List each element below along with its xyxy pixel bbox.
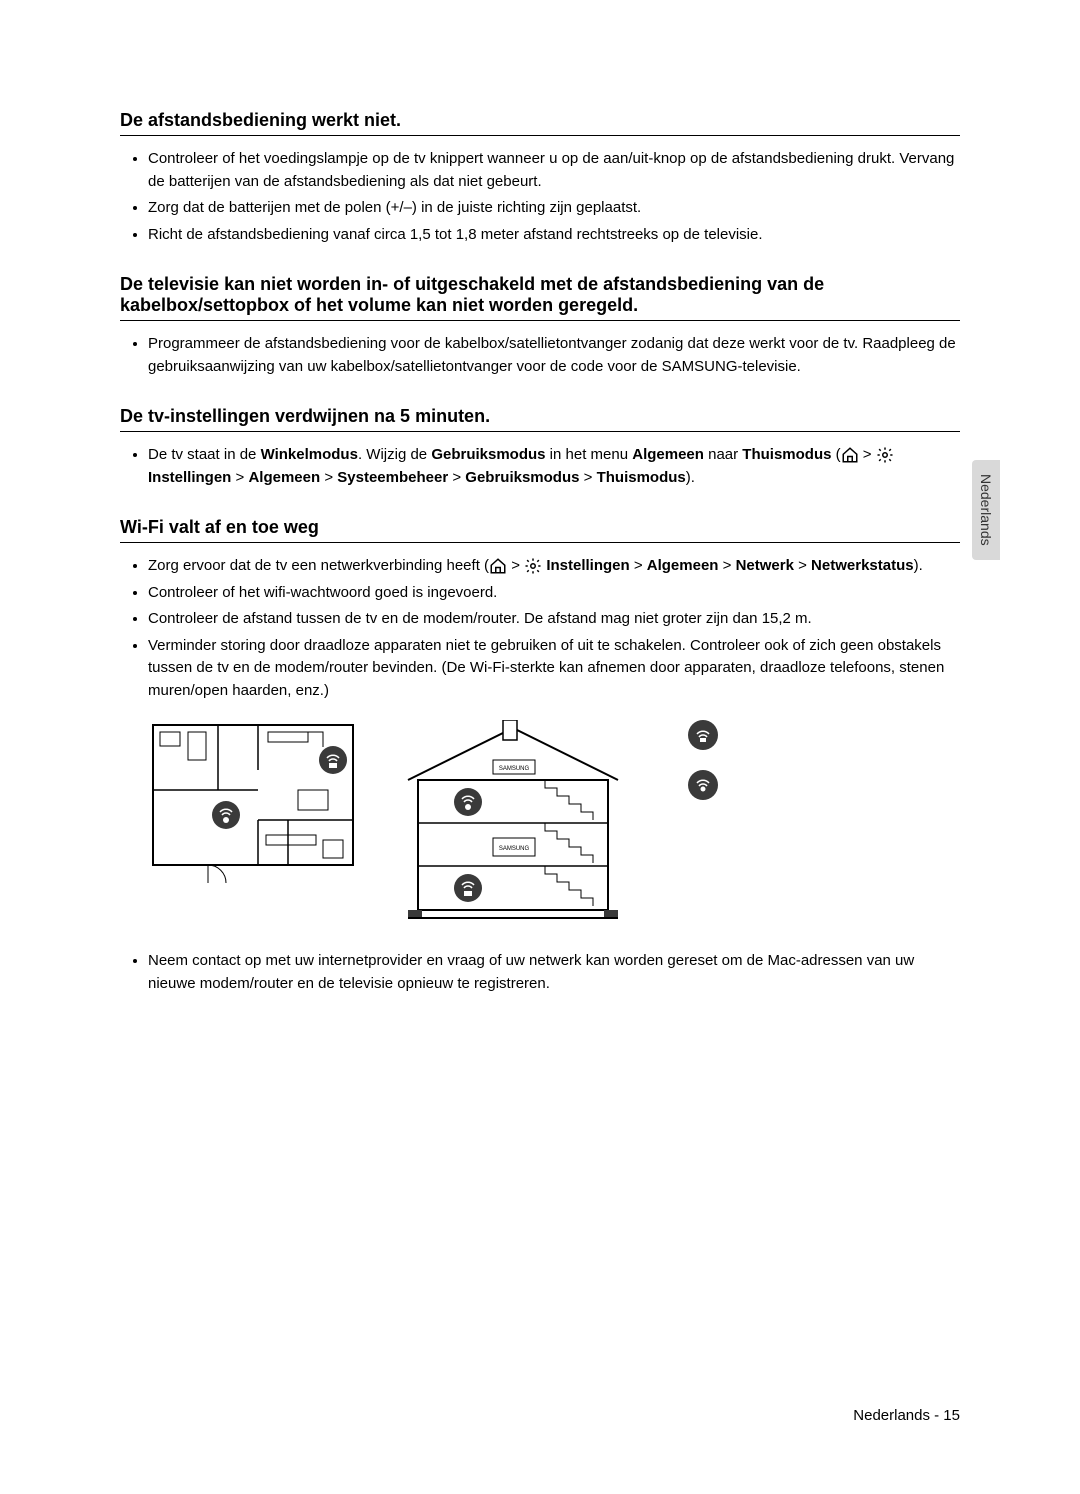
list-item: Neem contact op met uw internetprovider … bbox=[148, 950, 960, 995]
text-bold: Netwerk bbox=[736, 557, 794, 574]
bullet-list: De tv staat in de Winkelmodus. Wijzig de… bbox=[120, 444, 960, 489]
gear-icon bbox=[524, 557, 542, 575]
text: > bbox=[320, 469, 337, 486]
section-heading-wifi: Wi-Fi valt af en toe weg bbox=[120, 517, 960, 543]
text: > bbox=[507, 557, 524, 574]
svg-text:SAMSUNG: SAMSUNG bbox=[499, 846, 530, 852]
router-icon bbox=[688, 720, 718, 750]
list-item: Controleer de afstand tussen de tv en de… bbox=[148, 608, 960, 631]
text: ( bbox=[831, 446, 840, 463]
list-item: Zorg dat de batterijen met de polen (+/–… bbox=[148, 197, 960, 220]
home-icon bbox=[489, 557, 507, 575]
diagram-row: SAMSUNG SAMSUNG bbox=[148, 710, 960, 920]
list-item: Richt de afstandsbediening vanaf circa 1… bbox=[148, 224, 960, 247]
text: > bbox=[579, 469, 596, 486]
text-bold: Thuismodus bbox=[742, 446, 831, 463]
list-item: Controleer of het wifi-wachtwoord goed i… bbox=[148, 582, 960, 605]
list-item: Verminder storing door draadloze apparat… bbox=[148, 635, 960, 703]
section-heading-settings: De tv-instellingen verdwijnen na 5 minut… bbox=[120, 406, 960, 432]
text-bold: Thuismodus bbox=[597, 469, 686, 486]
text: Zorg ervoor dat de tv een netwerkverbind… bbox=[148, 557, 489, 574]
list-item: De tv staat in de Winkelmodus. Wijzig de… bbox=[148, 444, 960, 489]
gear-icon bbox=[876, 446, 894, 464]
text: naar bbox=[704, 446, 742, 463]
house-svg: SAMSUNG SAMSUNG bbox=[398, 720, 628, 920]
diagram-legend bbox=[688, 710, 736, 920]
text: > bbox=[794, 557, 811, 574]
page-footer: Nederlands - 15 bbox=[853, 1407, 960, 1424]
text: De tv staat in de bbox=[148, 446, 261, 463]
language-tab: Nederlands bbox=[972, 460, 1000, 560]
legend-row-router bbox=[688, 720, 736, 750]
text-bold: Gebruiksmodus bbox=[465, 469, 579, 486]
legend-row-repeater bbox=[688, 770, 736, 800]
text: > bbox=[859, 446, 876, 463]
list-item: Controleer of het voedingslampje op de t… bbox=[148, 148, 960, 193]
text: ). bbox=[686, 469, 695, 486]
text: in het menu bbox=[546, 446, 633, 463]
text-bold: Algemeen bbox=[248, 469, 320, 486]
diagram-single-floor bbox=[148, 710, 358, 920]
svg-text:SAMSUNG: SAMSUNG bbox=[499, 766, 530, 772]
bullet-list: Programmeer de afstandsbediening voor de… bbox=[120, 333, 960, 378]
floorplan-svg bbox=[148, 720, 358, 885]
bullet-list: Controleer of het voedingslampje op de t… bbox=[120, 148, 960, 246]
text: > bbox=[718, 557, 735, 574]
diagram-multi-floor: SAMSUNG SAMSUNG bbox=[398, 710, 628, 920]
text-bold: Gebruiksmodus bbox=[431, 446, 545, 463]
text-bold: Algemeen bbox=[647, 557, 719, 574]
repeater-icon bbox=[688, 770, 718, 800]
list-item: Programmeer de afstandsbediening voor de… bbox=[148, 333, 960, 378]
home-icon bbox=[841, 446, 859, 464]
bullet-list: Zorg ervoor dat de tv een netwerkverbind… bbox=[120, 555, 960, 702]
section-heading-cablebox: De televisie kan niet worden in- of uitg… bbox=[120, 274, 960, 321]
text: ). bbox=[914, 557, 923, 574]
text-bold: Systeembeheer bbox=[337, 469, 448, 486]
bullet-list: Neem contact op met uw internetprovider … bbox=[120, 950, 960, 995]
section-heading-remote: De afstandsbediening werkt niet. bbox=[120, 110, 960, 136]
text-bold: Instellingen bbox=[546, 557, 629, 574]
text: > bbox=[448, 469, 465, 486]
text: > bbox=[231, 469, 248, 486]
text: . Wijzig de bbox=[358, 446, 431, 463]
text-bold: Instellingen bbox=[148, 469, 231, 486]
text: > bbox=[630, 557, 647, 574]
list-item: Zorg ervoor dat de tv een netwerkverbind… bbox=[148, 555, 960, 578]
text-bold: Winkelmodus bbox=[261, 446, 358, 463]
text-bold: Algemeen bbox=[632, 446, 704, 463]
text-bold: Netwerkstatus bbox=[811, 557, 914, 574]
